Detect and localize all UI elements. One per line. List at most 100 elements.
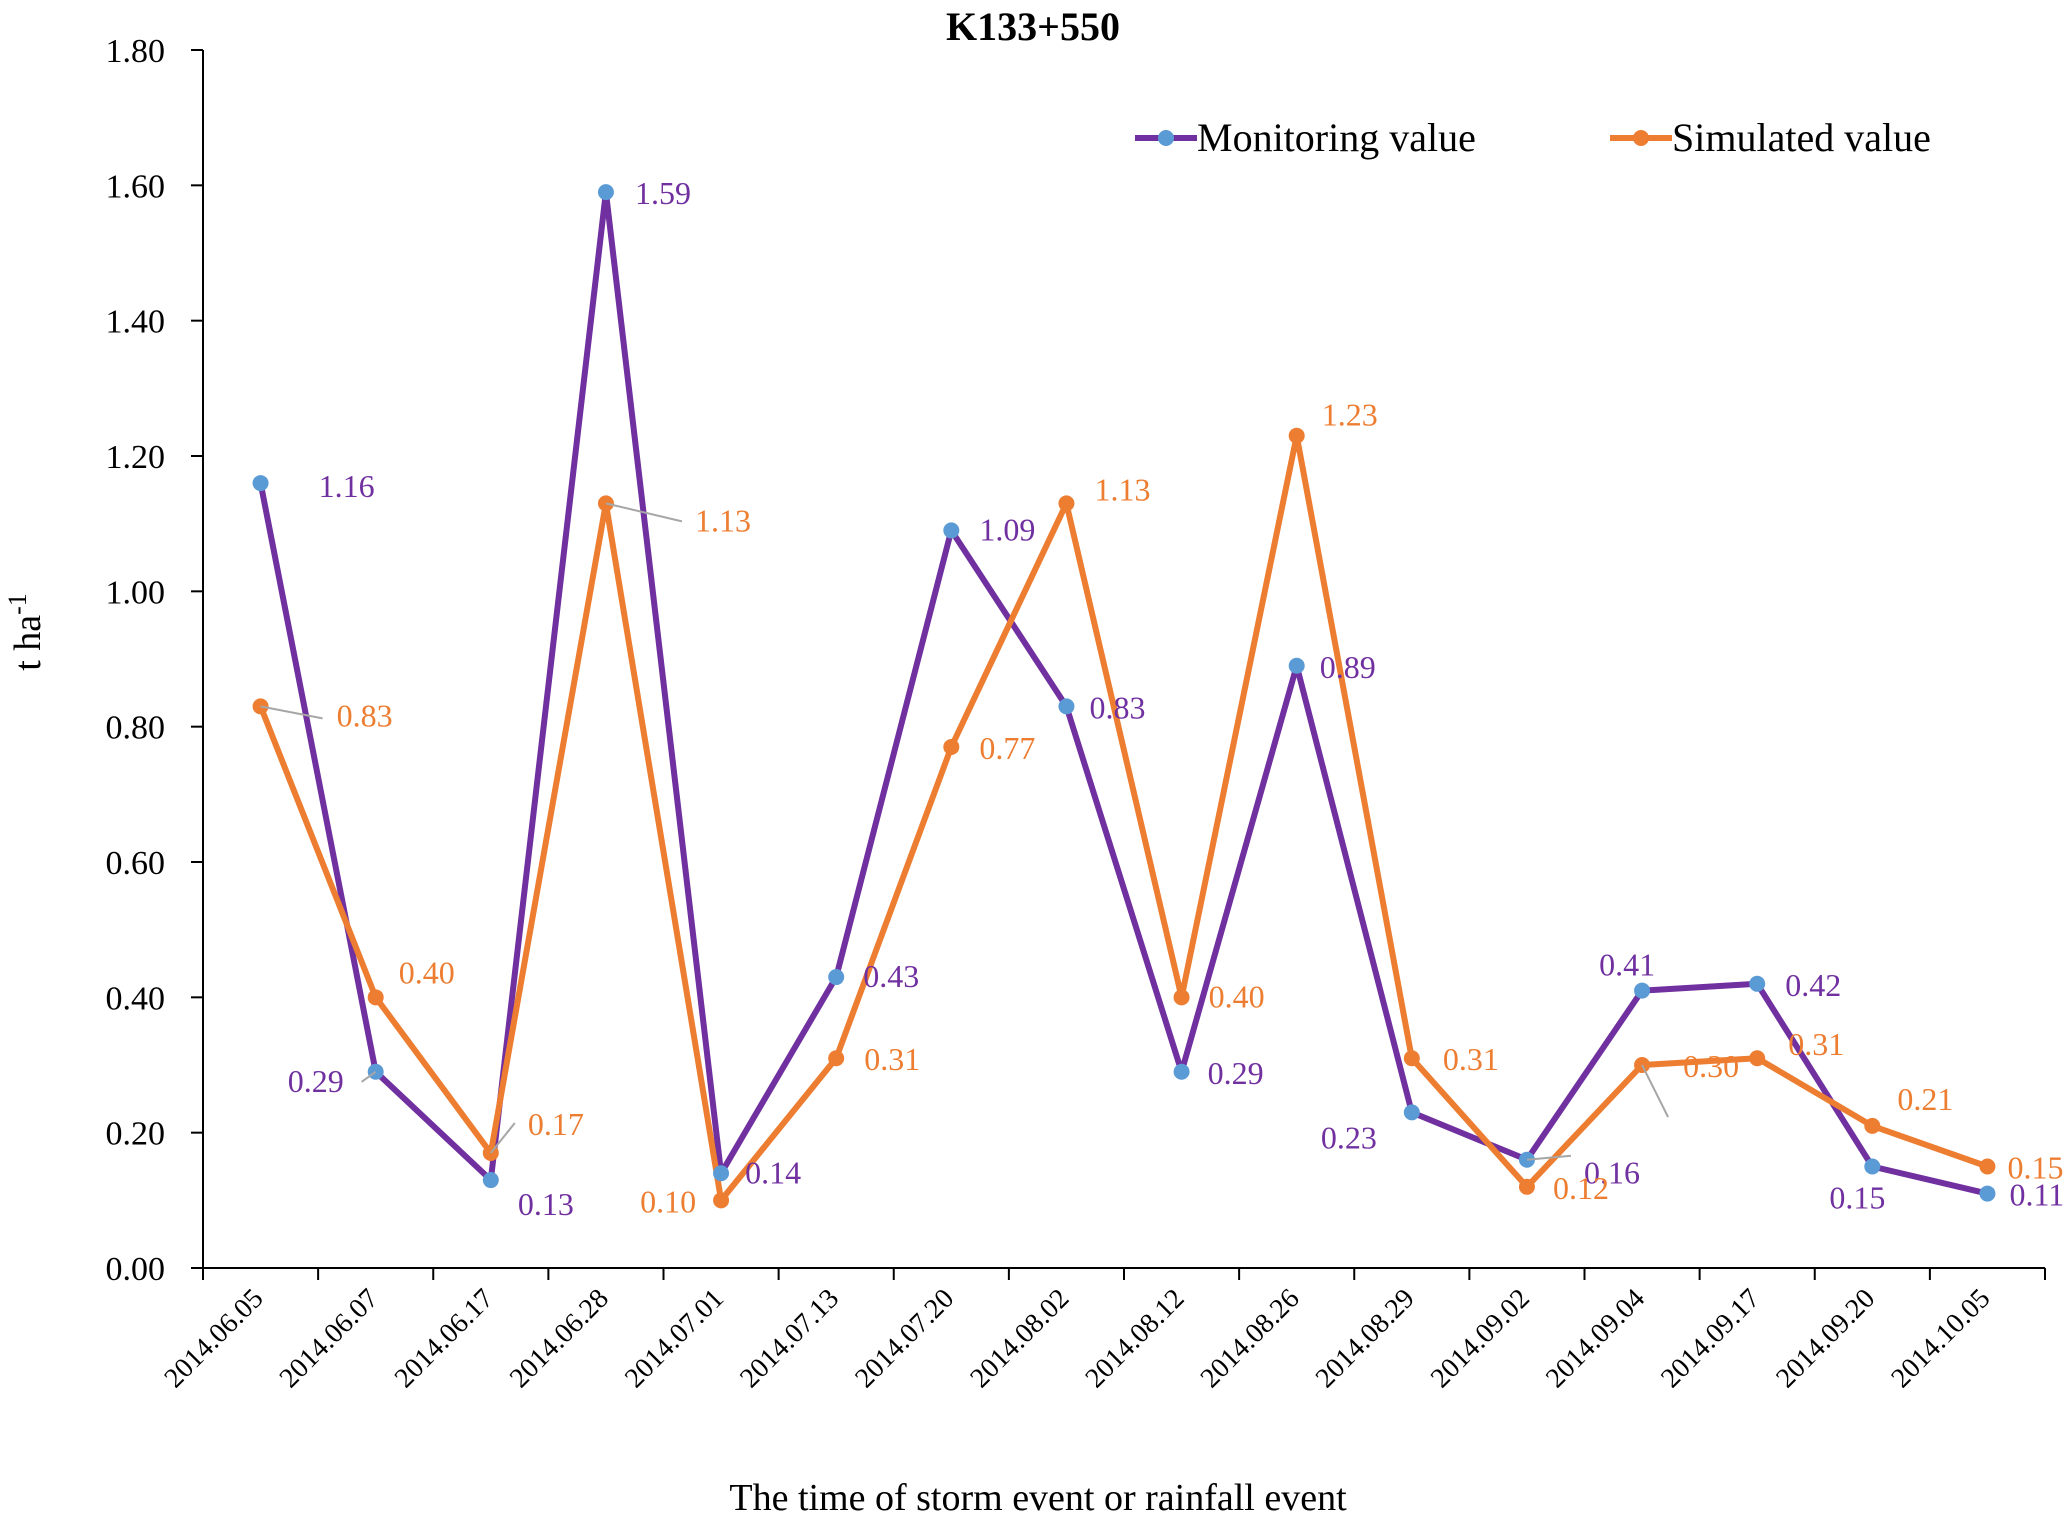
monitoring-data-label: 0.89 [1320, 649, 1376, 685]
monitoring-point [482, 1172, 499, 1189]
simulated-data-label: 0.12 [1553, 1170, 1609, 1206]
x-tick-label: 2014.10.05 [1885, 1283, 1996, 1394]
monitoring-data-label: 1.59 [635, 175, 691, 211]
simulated-data-label: 0.17 [528, 1106, 584, 1142]
y-tick-label: 1.80 [106, 33, 166, 70]
x-tick-label: 2014.08.12 [1079, 1283, 1190, 1394]
y-axis-label-group: t ha-1 [3, 593, 49, 671]
simulated-point [1749, 1050, 1766, 1067]
monitoring-point [252, 475, 269, 492]
label-leader-line [361, 1070, 377, 1083]
x-tick-label: 2014.06.07 [274, 1283, 385, 1394]
monitoring-point [713, 1165, 730, 1182]
simulated-data-label: 0.31 [864, 1041, 920, 1077]
label-leader-line [1641, 1064, 1669, 1118]
y-tick-label: 1.00 [106, 574, 166, 611]
monitoring-point [943, 522, 960, 539]
legend-swatch-marker [1158, 130, 1174, 146]
simulated-data-label: 0.31 [1788, 1026, 1844, 1062]
simulated-data-label: 0.30 [1683, 1048, 1739, 1084]
x-axis-label: The time of storm event or rainfall even… [729, 1477, 1347, 1519]
monitoring-data-label: 0.15 [1829, 1180, 1885, 1216]
x-tick-label: 2014.09.04 [1540, 1283, 1651, 1394]
monitoring-data-label: 0.83 [1089, 689, 1145, 725]
y-tick-label: 1.60 [106, 168, 166, 205]
monitoring-data-label: 0.23 [1321, 1119, 1377, 1155]
x-tick-label: 2014.06.17 [389, 1283, 500, 1394]
simulated-point [1058, 495, 1075, 512]
label-leader-line [260, 705, 323, 720]
monitoring-point [1288, 657, 1305, 674]
legend: Monitoring value Simulated value [1135, 115, 1931, 160]
chart-title: K133+550 [946, 4, 1120, 49]
x-tick-label: 2014.09.20 [1770, 1283, 1881, 1394]
monitoring-point [597, 184, 614, 201]
monitoring-data-label: 1.09 [979, 511, 1035, 547]
x-tick-label: 2014.09.02 [1425, 1283, 1536, 1394]
simulated-point [1979, 1158, 1996, 1175]
svg-text:t ha-1: t ha-1 [3, 593, 49, 671]
simulated-point [1518, 1178, 1535, 1195]
monitoring-data-label: 0.41 [1599, 947, 1655, 983]
monitoring-point [1173, 1063, 1190, 1080]
simulated-data-label: 0.40 [399, 954, 455, 990]
monitoring-data-label: 0.29 [288, 1063, 344, 1099]
simulated-data-label: 1.13 [1094, 471, 1150, 507]
monitoring-point [1634, 982, 1651, 999]
x-tick-label: 2014.07.20 [849, 1283, 960, 1394]
monitoring-point [1058, 698, 1075, 715]
label-leader-line [1526, 1154, 1572, 1161]
y-axis-label-superscript: -1 [3, 593, 32, 615]
y-tick-label: 0.40 [106, 980, 166, 1017]
y-tick-label: 0.20 [106, 1116, 166, 1153]
x-tick-label: 2014.07.01 [619, 1283, 730, 1394]
simulated-data-label: 0.83 [337, 697, 393, 733]
simulated-point [1288, 427, 1305, 444]
y-tick-label: 0.60 [106, 845, 166, 882]
simulated-data-label: 1.13 [695, 502, 751, 538]
y-tick-label: 0.80 [106, 710, 166, 747]
monitoring-data-label: 0.14 [745, 1154, 801, 1190]
y-tick-label: 0.00 [106, 1251, 166, 1288]
simulated-point [1864, 1117, 1881, 1134]
label-leader-line [490, 1122, 516, 1154]
monitoring-data-label: 0.43 [863, 958, 919, 994]
x-tick-label: 2014.07.13 [734, 1283, 845, 1394]
simulated-data-label: 0.15 [2007, 1150, 2063, 1186]
monitoring-data-label: 0.13 [518, 1186, 574, 1222]
y-tick-label: 1.40 [106, 304, 166, 341]
series-line-monitoring [257, 189, 1989, 1197]
y-axis-label: t ha [7, 615, 49, 671]
simulated-point [1173, 989, 1190, 1006]
monitoring-point [1864, 1158, 1881, 1175]
monitoring-data-label: 0.11 [2009, 1177, 2064, 1213]
monitoring-data-label: 1.16 [319, 468, 375, 504]
monitoring-data-label: 0.16 [1584, 1155, 1640, 1191]
simulated-point [713, 1192, 730, 1209]
x-tick-label: 2014.08.29 [1310, 1283, 1421, 1394]
monitoring-data-label: 0.42 [1785, 967, 1841, 1003]
simulated-point [1403, 1050, 1420, 1067]
label-leader-line [605, 502, 683, 523]
monitoring-point [828, 969, 845, 986]
monitoring-data-label: 0.29 [1208, 1055, 1264, 1091]
simulated-data-label: 0.40 [1209, 978, 1265, 1014]
y-tick-label: 1.20 [106, 439, 166, 476]
simulated-point [943, 738, 960, 755]
legend-label-simulated: Simulated value [1672, 115, 1931, 160]
x-tick-label: 2014.08.26 [1195, 1283, 1306, 1394]
data-labels-layer: 1.16 0.29 0.13 1.59 0.14 0.43 1.09 0.83 0.29 0.89… [260, 175, 2064, 1222]
simulated-data-label: 0.31 [1443, 1041, 1499, 1077]
monitoring-point [1403, 1104, 1420, 1121]
simulated-point [367, 989, 384, 1006]
simulated-data-label: 1.23 [1322, 397, 1378, 433]
axes: 0.00 0.20 0.40 0.60 0.80 1.00 1.20 1.40 1.60 1.80… [106, 33, 2046, 1394]
legend-swatch-marker [1633, 130, 1649, 146]
simulated-data-label: 0.21 [1897, 1081, 1953, 1117]
x-tick-label: 2014.08.02 [964, 1283, 1075, 1394]
x-tick-label: 2014.06.28 [504, 1283, 615, 1394]
simulated-point [828, 1050, 845, 1067]
monitoring-point [1979, 1185, 1996, 1202]
x-tick-label: 2014.09.17 [1655, 1283, 1766, 1394]
